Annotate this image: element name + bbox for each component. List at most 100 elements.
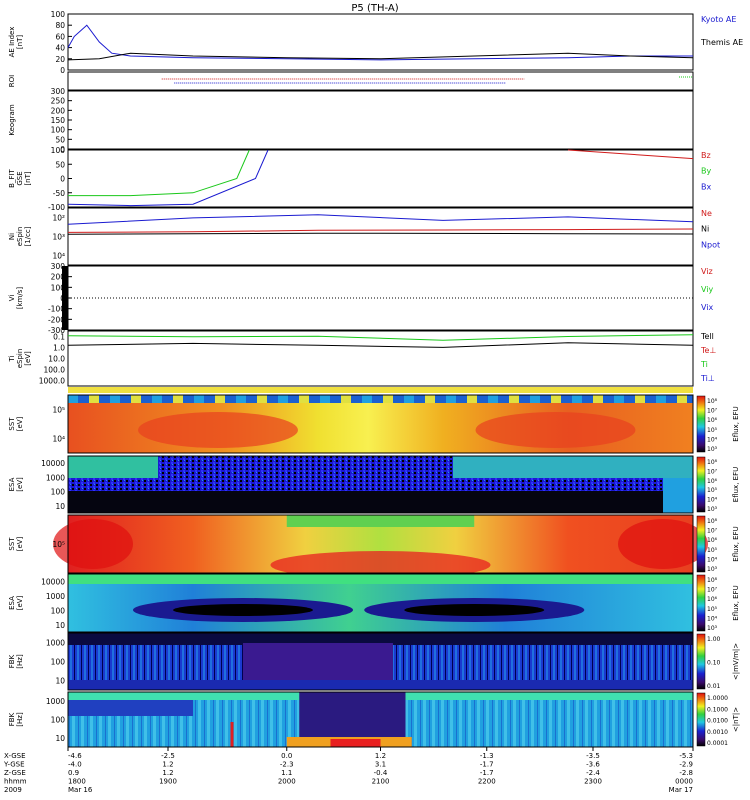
colorbar-label: Eflux, EFU bbox=[732, 585, 740, 620]
y-tick-label: 0 bbox=[60, 66, 65, 75]
y-axis-label: [Hz] bbox=[16, 654, 24, 669]
panel-sst2: SST [eV] 10⁵ 10⁸ 10⁷ 10⁶ 10⁵ 10⁴ 10³ Eflux, EFU bbox=[8, 514, 740, 574]
colorbar-tick-label: 10⁶ bbox=[707, 596, 718, 603]
series-line-By bbox=[68, 149, 250, 197]
colorbar-tick-label: 10⁷ bbox=[707, 587, 718, 594]
spectrogram-decorations bbox=[53, 387, 708, 747]
y-axis-label: [km/s] bbox=[16, 287, 24, 310]
panel-bfit: B_FIT GSE [nT] -100 -50 0 50 100 Bz By Bx bbox=[8, 146, 711, 212]
x-axis-value: -1.7 bbox=[480, 761, 494, 769]
y-tick-label: 100 bbox=[51, 658, 66, 667]
y-axis-label: [eV] bbox=[24, 351, 32, 366]
y-axis-label: [eV] bbox=[16, 536, 24, 551]
y-tick-label: -200 bbox=[48, 315, 65, 324]
series-line-Themis AE bbox=[67, 52, 694, 61]
x-axis-value: -3.6 bbox=[586, 761, 600, 769]
legend-entry: Npot bbox=[701, 240, 720, 249]
colorbar-tick-label: 10⁴ bbox=[707, 497, 718, 504]
x-axis-value: -2.4 bbox=[586, 769, 600, 777]
y-tick-label: 1000 bbox=[46, 592, 65, 601]
y-axis-label: ROI bbox=[8, 75, 16, 87]
colorbar-tick-label: 0.0001 bbox=[707, 740, 728, 747]
y-tick-label: 200 bbox=[51, 273, 66, 282]
legend-entry: Bx bbox=[701, 182, 711, 191]
legend-entry: Themis AE bbox=[700, 38, 743, 47]
y-tick-label: 1000 bbox=[46, 697, 65, 706]
y-tick-label: 300 bbox=[51, 262, 66, 271]
colorbar-tick-label: 10⁸ bbox=[707, 518, 718, 525]
y-tick-label: -300 bbox=[48, 326, 65, 335]
x-axis-row-label: hhmm bbox=[4, 778, 27, 786]
colorbar-label: Eflux, EFU bbox=[732, 406, 740, 441]
panel-roi: ROI bbox=[8, 71, 694, 91]
x-axis-value: -1.3 bbox=[480, 752, 494, 760]
legend-entry: Ti bbox=[700, 360, 708, 369]
colorbar-tick-label: 10³ bbox=[707, 506, 718, 513]
y-axis-label: eSpin bbox=[16, 227, 24, 247]
y-axis-label: [eV] bbox=[16, 477, 24, 492]
series-line-Ti bbox=[67, 334, 694, 341]
x-axis-value: 0.0 bbox=[281, 752, 292, 760]
x-axis-value: -2.5 bbox=[161, 752, 175, 760]
y-axis-label: [nT] bbox=[24, 171, 32, 185]
y-tick-label: 100 bbox=[51, 146, 66, 155]
series-line-Tell bbox=[67, 342, 694, 348]
y-tick-label: 1000.0 bbox=[39, 377, 65, 386]
y-tick-label: -100 bbox=[48, 203, 65, 212]
x-axis-value: 2200 bbox=[478, 778, 496, 786]
y-tick-label: 10 bbox=[55, 621, 65, 630]
y-tick-label: 40 bbox=[55, 44, 65, 53]
y-tick-label: 10⁵ bbox=[52, 406, 65, 415]
colorbar-tick-label: 0.0100 bbox=[707, 718, 728, 725]
series-line-Ne bbox=[67, 228, 694, 233]
x-axis-value: 1.2 bbox=[162, 761, 173, 769]
colorbar-label: Eflux, EFU bbox=[732, 526, 740, 561]
x-axis-value: Mar 17 bbox=[669, 786, 693, 794]
x-axis-value: -3.5 bbox=[586, 752, 600, 760]
x-axis-value: 1.2 bbox=[162, 769, 173, 777]
x-axis-value: 2100 bbox=[372, 778, 390, 786]
panel-frame bbox=[67, 13, 694, 71]
y-axis-label: [Hz] bbox=[16, 712, 24, 727]
colorbar-label: Eflux, EFU bbox=[732, 467, 740, 502]
series-line-Kyoto AE bbox=[67, 24, 693, 61]
y-axis-label: ESA bbox=[8, 596, 16, 610]
x-axis-value: -4.0 bbox=[68, 761, 82, 769]
y-tick-label: 0.1 bbox=[53, 333, 65, 342]
y-axis-label: Keogram bbox=[8, 104, 16, 135]
y-tick-label: 10 bbox=[55, 502, 65, 511]
colorbar-tick-label: 10³ bbox=[707, 566, 718, 573]
y-tick-label: 50 bbox=[55, 135, 65, 144]
y-tick-label: 10000 bbox=[41, 577, 65, 586]
y-tick-label: 20 bbox=[55, 55, 65, 64]
colorbar-label: <|nT|> bbox=[732, 707, 740, 732]
colorbar-tick-label: 10³ bbox=[707, 625, 718, 632]
y-axis-label: AE Index bbox=[8, 27, 16, 58]
y-axis-label: [1/cc] bbox=[24, 226, 32, 246]
panel-frame bbox=[67, 330, 694, 387]
colorbar-tick-label: 10⁸ bbox=[707, 398, 718, 405]
vi-left-bar bbox=[62, 266, 68, 330]
y-axis-label: FBK bbox=[8, 654, 16, 668]
y-tick-label: 0 bbox=[60, 175, 65, 184]
x-axis-value: 1.1 bbox=[281, 769, 292, 777]
colorbar-tick-label: 10⁵ bbox=[707, 427, 718, 434]
x-axis-value: 1800 bbox=[68, 778, 86, 786]
y-tick-label: 100 bbox=[51, 606, 66, 615]
legend-entry: Te⊥ bbox=[700, 346, 716, 355]
colorbar-tick-label: 0.1000 bbox=[707, 706, 728, 713]
y-tick-label: 200 bbox=[51, 106, 66, 115]
x-axis-value: -1.7 bbox=[480, 769, 494, 777]
colorbar-tick-label: 10⁵ bbox=[707, 606, 718, 613]
colorbar-tick-label: 10⁴ bbox=[707, 436, 718, 443]
x-axis-value: 2000 bbox=[278, 778, 296, 786]
colorbar-tick-label: 10⁶ bbox=[707, 478, 718, 485]
y-axis-label: ESA bbox=[8, 477, 16, 491]
panel-frame bbox=[67, 71, 694, 91]
y-axis-label: eSpin bbox=[16, 349, 24, 369]
spectrogram-frame bbox=[67, 394, 694, 454]
y-tick-label: 1000 bbox=[46, 473, 65, 482]
colorbar bbox=[696, 395, 706, 453]
x-axis-value: 0000 bbox=[675, 778, 693, 786]
spectrogram-frame bbox=[67, 573, 694, 633]
